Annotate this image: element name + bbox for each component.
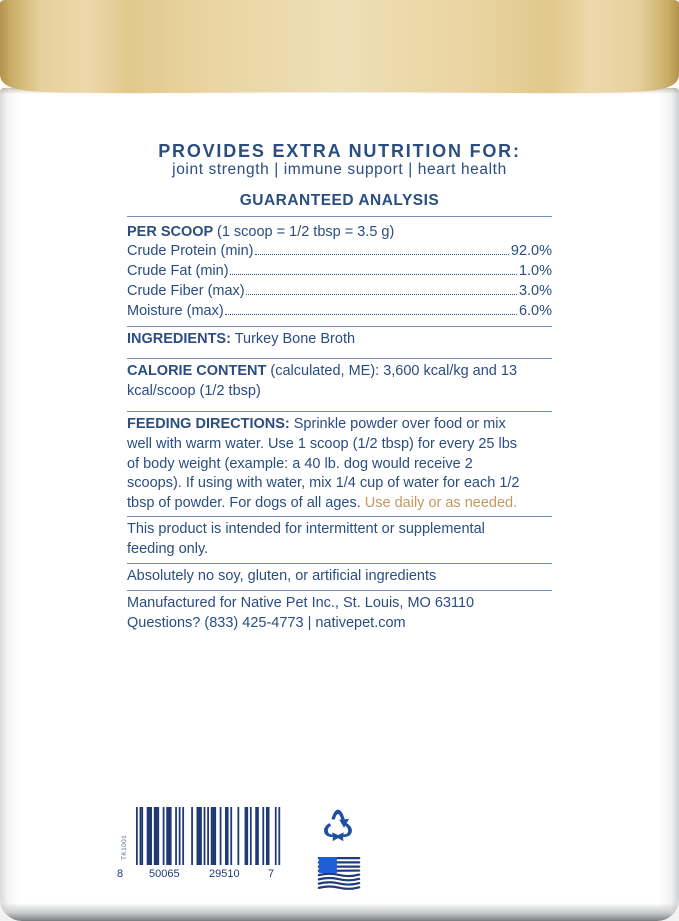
svg-text:50065: 50065 [149, 868, 180, 879]
svg-text:TK1001: TK1001 [121, 835, 128, 860]
svg-text:29510: 29510 [209, 868, 240, 879]
svg-text:8: 8 [117, 868, 123, 879]
svg-text:7: 7 [268, 868, 274, 879]
